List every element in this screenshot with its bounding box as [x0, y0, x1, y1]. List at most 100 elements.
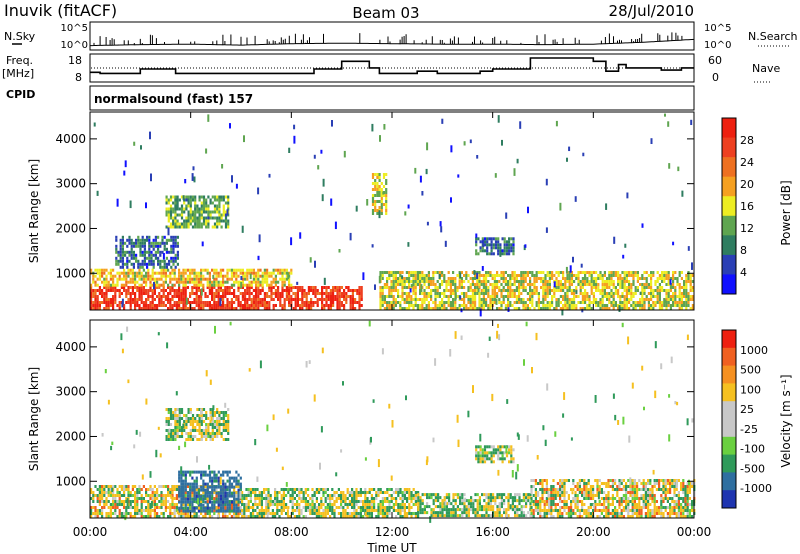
heatmap-cell	[441, 274, 444, 277]
heatmap-cell	[310, 307, 313, 310]
heatmap-cell	[568, 301, 571, 304]
heatmap-cell	[597, 286, 600, 289]
heatmap-cell	[200, 195, 203, 199]
heatmap-cell	[414, 274, 417, 277]
heatmap-cell	[268, 271, 271, 275]
heatmap-cell	[222, 298, 225, 301]
heatmap-cell	[485, 283, 488, 286]
heatmap-cell	[215, 485, 218, 489]
heatmap-cell	[430, 508, 433, 512]
heatmap-cell	[134, 515, 137, 518]
heatmap-cell	[474, 499, 477, 503]
heatmap-cell	[162, 515, 165, 518]
heatmap-cell	[449, 289, 452, 292]
heatmap-cell	[326, 503, 329, 506]
heatmap-cell	[191, 198, 195, 202]
heatmap-cell	[250, 301, 253, 304]
heatmap-cell	[645, 298, 648, 301]
heatmap-cell	[366, 497, 369, 500]
heatmap-cell	[250, 298, 253, 301]
heatmap-cell	[101, 494, 104, 497]
heatmap-cell	[248, 280, 251, 284]
heatmap-cell	[603, 289, 606, 292]
heatmap-cell	[436, 280, 439, 283]
heatmap-cell	[193, 307, 196, 310]
heatmap-speck	[192, 166, 195, 171]
heatmap-cell	[235, 500, 238, 503]
heatmap-cell	[488, 252, 491, 256]
heatmap-cell	[222, 295, 225, 298]
heatmap-cell	[601, 277, 604, 280]
heatmap-cell	[500, 307, 503, 310]
heatmap-cell	[573, 298, 576, 301]
heatmap-cell	[138, 274, 141, 278]
heatmap-cell	[423, 274, 426, 277]
heatmap-cell	[499, 246, 502, 250]
heatmap-cell	[193, 283, 196, 287]
heatmap-cell	[193, 470, 196, 474]
heatmap-cell	[151, 301, 154, 304]
heatmap-cell	[202, 488, 205, 492]
heatmap-cell	[206, 500, 209, 503]
heatmap-cell	[471, 307, 474, 310]
heatmap-cell	[432, 493, 435, 497]
heatmap-cell	[505, 243, 509, 247]
heatmap-cell	[160, 497, 163, 500]
heatmap-cell	[131, 274, 134, 278]
heatmap-cell	[137, 241, 140, 245]
heatmap-cell	[109, 485, 112, 488]
heatmap-cell	[562, 298, 565, 301]
heatmap-cell	[235, 491, 238, 494]
heatmap-cell	[167, 298, 170, 301]
heatmap-cell	[366, 506, 369, 509]
heatmap-cell	[401, 491, 404, 494]
heatmap-cell	[599, 274, 602, 277]
heatmap-cell	[478, 274, 481, 277]
heatmap-cell	[342, 515, 345, 518]
heatmap-cell	[182, 271, 185, 275]
heatmap-cell	[467, 274, 470, 277]
heatmap-cell	[241, 295, 244, 298]
heatmap-cell	[307, 494, 310, 497]
heatmap-cell	[252, 298, 255, 301]
heatmap-cell	[215, 295, 218, 298]
heatmap-cell	[368, 491, 371, 494]
heatmap-cell	[379, 301, 382, 304]
heatmap-cell	[142, 268, 145, 272]
heatmap-cell	[145, 280, 148, 284]
heatmap-cell	[252, 274, 255, 278]
heatmap-cell	[375, 494, 378, 497]
heatmap-cell	[497, 252, 500, 256]
heatmap-cell	[307, 506, 310, 509]
heatmap-cell	[380, 191, 383, 194]
heatmap-cell	[270, 295, 273, 298]
heatmap-cell	[98, 292, 101, 295]
heatmap-cell	[294, 295, 297, 298]
heatmap-cell	[518, 292, 521, 295]
heatmap-cell	[90, 307, 93, 310]
heatmap-cell	[654, 280, 657, 283]
heatmap-speck	[513, 168, 516, 176]
heatmap-cell	[568, 274, 571, 277]
heatmap-cell	[211, 280, 214, 284]
heatmap-cell	[180, 506, 183, 510]
heatmap-cell	[246, 271, 249, 275]
heatmap-speck	[477, 288, 480, 293]
heatmap-cell	[650, 280, 653, 283]
heatmap-cell	[191, 488, 194, 492]
heatmap-cell	[237, 506, 240, 510]
heatmap-cell	[436, 289, 439, 292]
heatmap-cell	[250, 283, 253, 287]
heatmap-cell	[494, 514, 497, 518]
heatmap-cell	[421, 277, 424, 280]
heatmap-cell	[255, 289, 258, 292]
heatmap-cell	[491, 301, 494, 304]
heatmap-cell	[623, 289, 626, 292]
heatmap-cell	[678, 298, 681, 301]
heatmap-cell	[520, 283, 523, 286]
heatmap-cell	[131, 277, 134, 281]
heatmap-cell	[233, 289, 236, 292]
heatmap-cell	[625, 280, 628, 283]
heatmap-cell	[219, 500, 223, 504]
heatmap-cell	[312, 304, 315, 307]
